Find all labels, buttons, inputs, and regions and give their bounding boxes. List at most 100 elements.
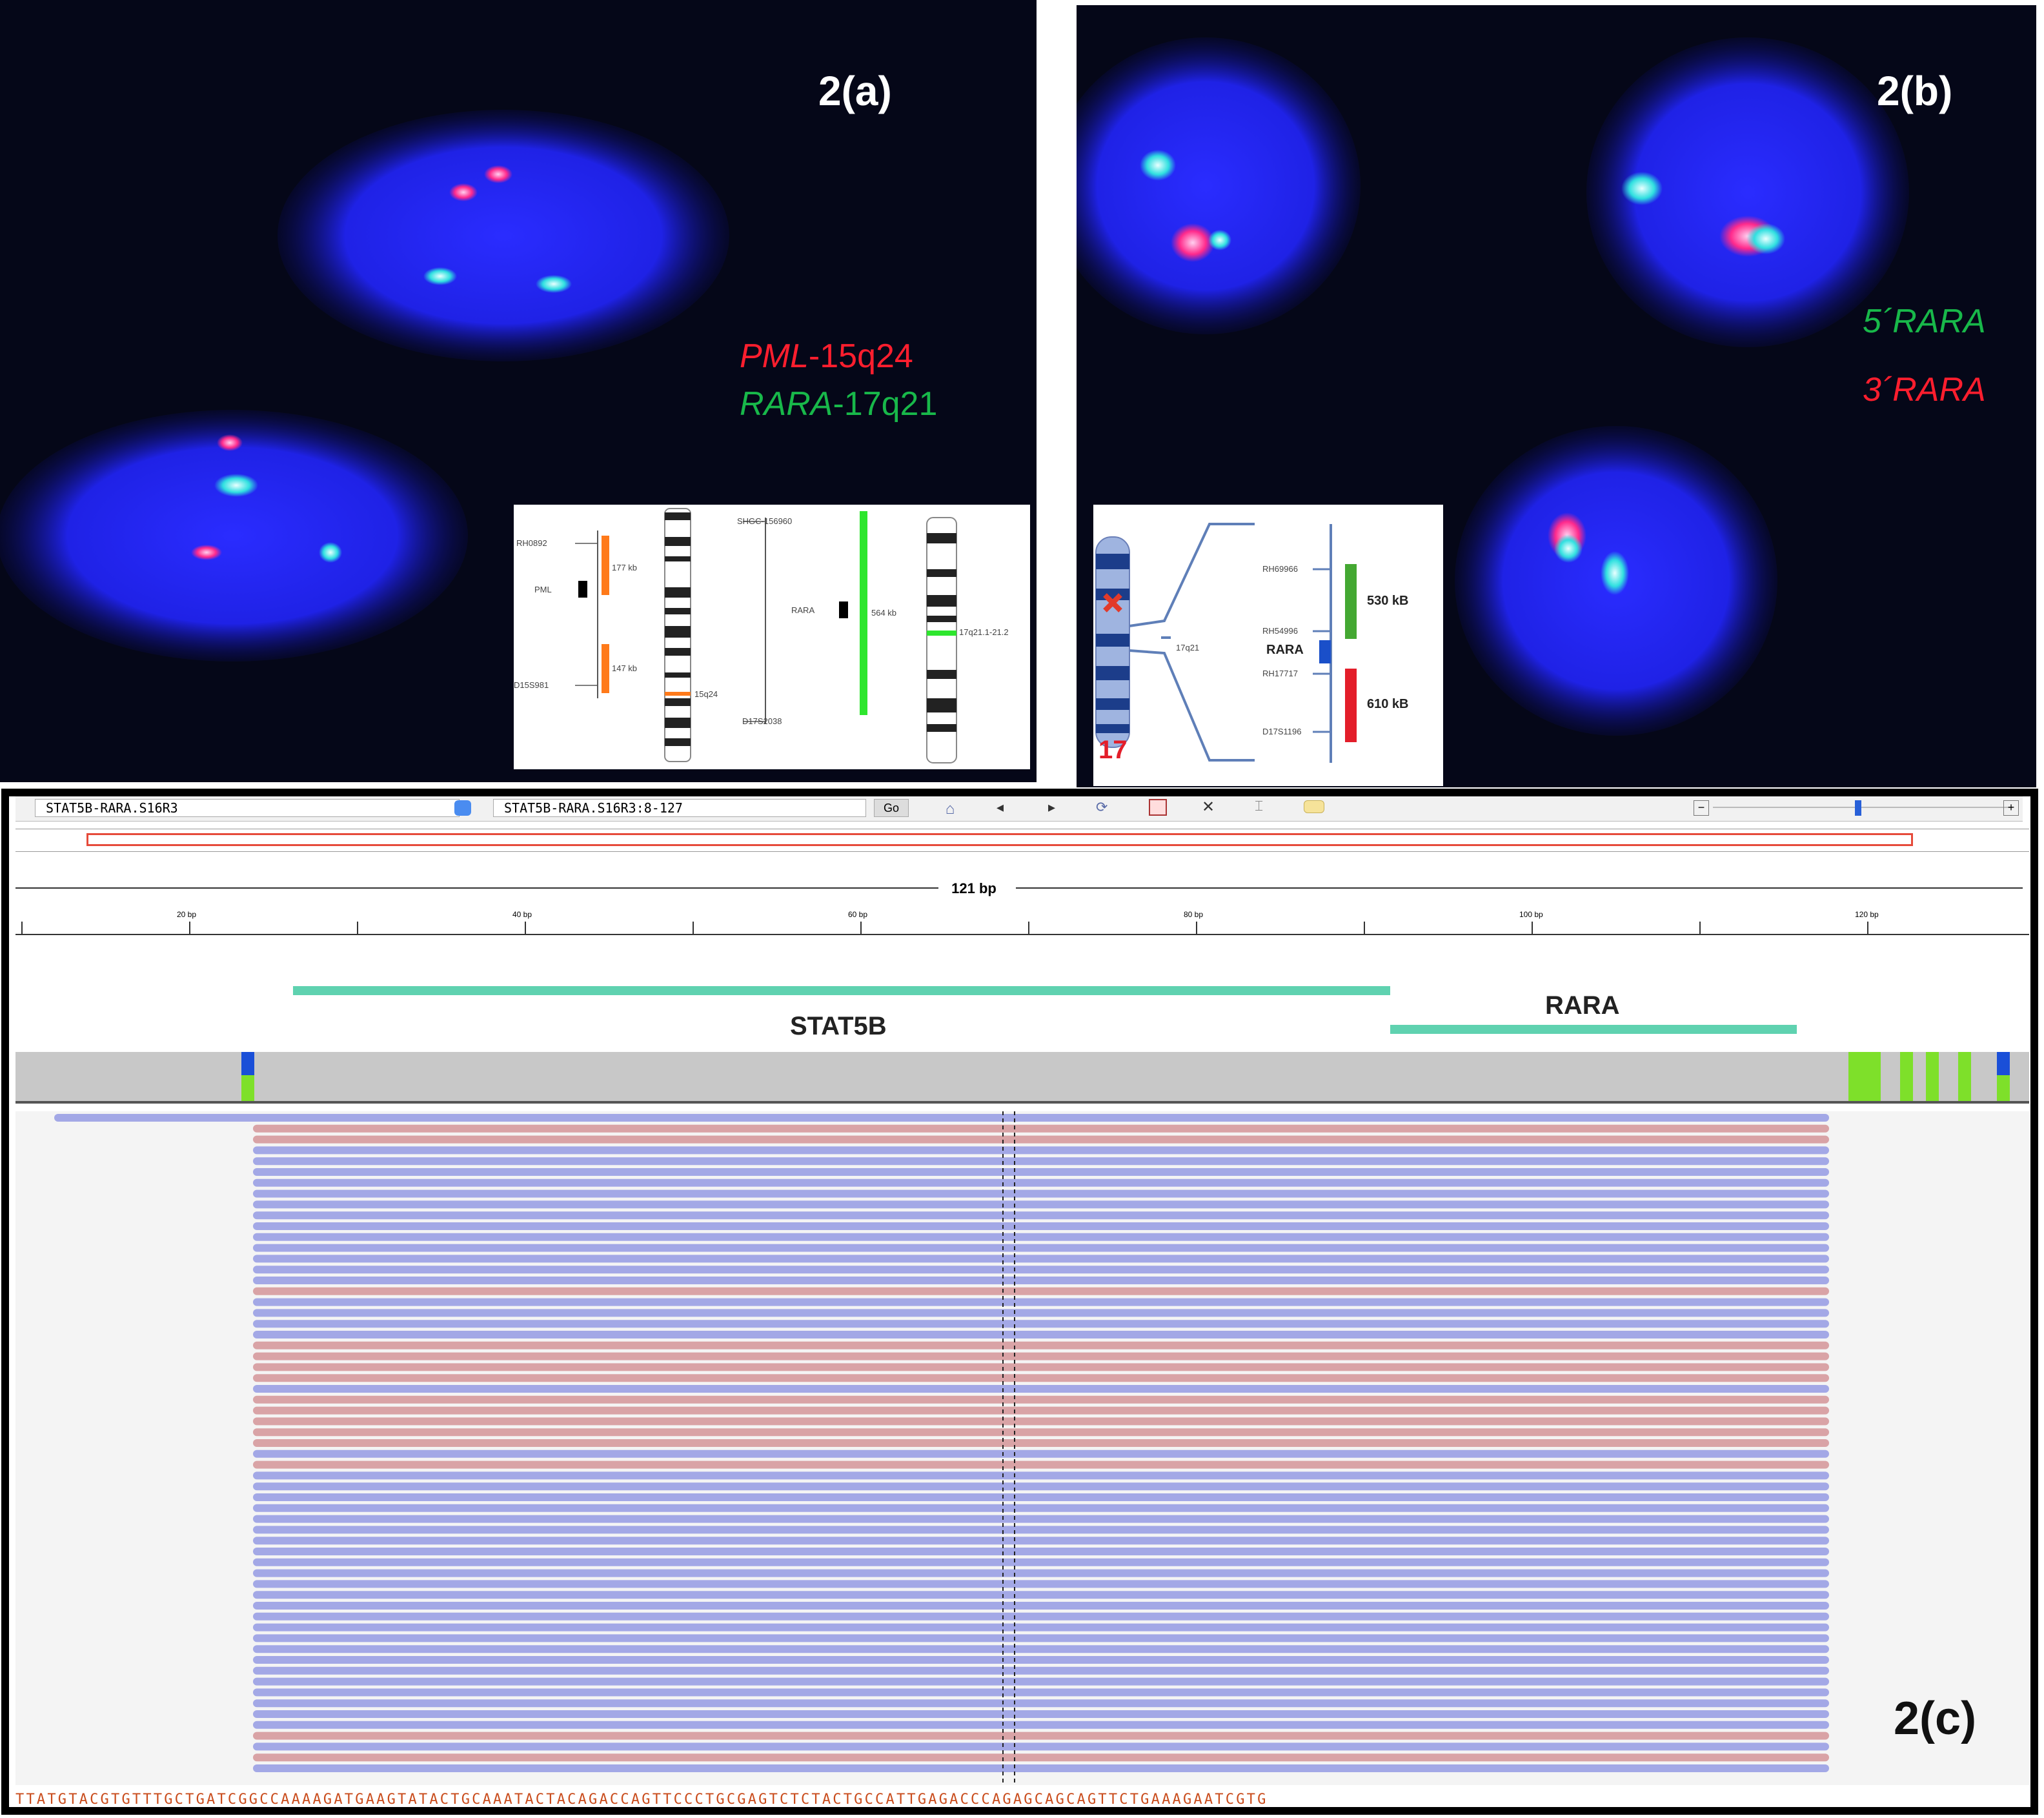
back-icon[interactable]: ◂ xyxy=(997,799,1004,815)
marker-d17s2038: D17S2038 xyxy=(742,716,782,726)
fish-panel-a: 2(a) PML-15q24 RARA-17q21 xyxy=(0,0,1037,782)
legend-5prime-rara: 5´RARA xyxy=(1863,303,1986,340)
band-17q21: 17q21.1-21.2 xyxy=(959,627,1009,637)
aligned-read xyxy=(253,1580,1829,1588)
marker-d15s981: D15S981 xyxy=(514,680,549,690)
green-probe-530kb xyxy=(1345,564,1357,639)
ruler-span-label: 121 bp xyxy=(951,880,997,896)
ruler-track: 121 bp 20 bp 40 bp 60 bp 80 bp 100 bp 12… xyxy=(15,858,2029,949)
ruler-tick-label: 20 bp xyxy=(177,910,197,919)
panel-label-a: 2(a) xyxy=(818,68,892,114)
feature-stat5b-bar[interactable] xyxy=(293,986,1390,995)
aligned-read xyxy=(253,1124,1829,1133)
aligned-read xyxy=(253,1385,1829,1393)
ruler-svg xyxy=(15,887,2029,935)
aligned-read xyxy=(253,1742,1829,1751)
feature-track: STAT5B RARA xyxy=(15,977,2029,1049)
feature-rara-label: RARA xyxy=(1545,991,1620,1020)
pml-gene-box xyxy=(578,581,587,598)
nucleus xyxy=(1586,37,1909,347)
reference-sequence: TTATGTACGTGTTTGCTGATCGGCCAAAAGATGAAGTATA… xyxy=(15,1792,1268,1808)
refresh-icon[interactable]: ⟳ xyxy=(1096,799,1108,815)
aligned-read xyxy=(253,1656,1829,1664)
probe-map-diagram-b xyxy=(1095,523,1357,763)
fish-panel-b: 2(b) 5´RARA 3´RARA 17 17q21 RH69966 xyxy=(1077,5,2036,787)
coverage-track xyxy=(15,1052,2029,1104)
aligned-read xyxy=(253,1504,1829,1512)
aligned-read xyxy=(253,1244,1829,1252)
green-signal xyxy=(214,474,258,497)
genome-select[interactable]: STAT5B-RARA.S16R3 xyxy=(35,799,460,817)
fish-nuclei-image-b xyxy=(1077,37,1909,736)
aligned-read xyxy=(253,1395,1829,1404)
aligned-read xyxy=(253,1537,1829,1545)
aligned-read xyxy=(253,1677,1829,1686)
current-region-box xyxy=(86,833,1913,846)
popup-text-icon[interactable] xyxy=(1304,800,1324,813)
aligned-read xyxy=(54,1114,1829,1122)
go-button[interactable]: Go xyxy=(874,799,909,817)
marker-rh0892: RH0892 xyxy=(516,538,547,548)
zoom-slider-handle[interactable] xyxy=(1855,800,1861,816)
size-177kb: 177 kb xyxy=(612,563,638,572)
aligned-read xyxy=(253,1526,1829,1534)
green-signal xyxy=(319,542,342,563)
marker-rh69966: RH69966 xyxy=(1262,564,1298,574)
green-signal xyxy=(1621,172,1663,205)
legend-pml: PML-15q24 xyxy=(740,337,913,376)
zoom-out-button[interactable]: − xyxy=(1694,800,1709,816)
aligned-read xyxy=(253,1374,1829,1382)
band-17q21-label: 17q21 xyxy=(1176,643,1200,652)
green-signal xyxy=(1208,230,1231,250)
aligned-read xyxy=(253,1602,1829,1610)
resize-icon[interactable]: ✕ xyxy=(1202,798,1215,816)
zoom-slider[interactable] xyxy=(1713,807,2012,808)
zoom-in-button[interactable]: + xyxy=(2003,800,2019,816)
reads-svg xyxy=(54,1111,1829,1783)
aligned-read xyxy=(253,1406,1829,1415)
green-signal xyxy=(1554,534,1583,563)
rara-gene-box xyxy=(1319,640,1331,663)
rara-probe xyxy=(860,511,867,715)
locus-input[interactable]: STAT5B-RARA.S16R3:8-127 xyxy=(493,799,866,817)
aligned-read xyxy=(253,1688,1829,1697)
alignment-track[interactable]: 2(c) xyxy=(15,1111,2029,1785)
aligned-read xyxy=(253,1591,1829,1599)
chromosome-overview[interactable] xyxy=(15,829,2029,852)
aligned-read xyxy=(253,1189,1829,1198)
aligned-read xyxy=(253,1569,1829,1577)
region-icon[interactable] xyxy=(1149,799,1167,816)
ruler-tick-label: 120 bp xyxy=(1855,910,1879,919)
aligned-read xyxy=(253,1277,1829,1284)
aligned-read xyxy=(253,1266,1829,1274)
ruler-tick-label: 40 bp xyxy=(512,910,532,919)
size-147kb: 147 kb xyxy=(612,663,638,673)
probe-map-diagram-a xyxy=(575,508,957,763)
home-icon[interactable]: ⌂ xyxy=(945,800,955,818)
aligned-read xyxy=(253,1753,1829,1762)
ruler-icon[interactable]: ⌶ xyxy=(1255,798,1264,814)
ruler-tick-label: 60 bp xyxy=(848,910,868,919)
red-signal xyxy=(217,434,243,451)
dropdown-arrow-icon[interactable] xyxy=(454,800,471,816)
red-probe-610kb xyxy=(1345,669,1357,742)
feature-rara-bar[interactable] xyxy=(1390,1025,1797,1034)
aligned-read xyxy=(253,1157,1829,1166)
aligned-read xyxy=(253,1634,1829,1642)
green-signal xyxy=(1601,551,1629,595)
pml-probe-bottom xyxy=(602,644,609,693)
aligned-read xyxy=(253,1449,1829,1458)
green-signal xyxy=(1746,223,1785,254)
nucleus xyxy=(278,110,729,361)
legend-rara: RARA-17q21 xyxy=(740,385,937,423)
marker-d17s1196: D17S1196 xyxy=(1262,727,1302,736)
aligned-read xyxy=(253,1721,1829,1729)
green-signal xyxy=(1140,150,1176,181)
aligned-read xyxy=(253,1320,1829,1328)
aligned-read xyxy=(253,1612,1829,1621)
red-signal xyxy=(191,545,222,560)
band-15q24: 15q24 xyxy=(694,689,718,699)
panel-label-b: 2(b) xyxy=(1877,68,1953,114)
forward-icon[interactable]: ▸ xyxy=(1048,799,1056,815)
legend-3prime-rara: 3´RARA xyxy=(1863,371,1986,409)
